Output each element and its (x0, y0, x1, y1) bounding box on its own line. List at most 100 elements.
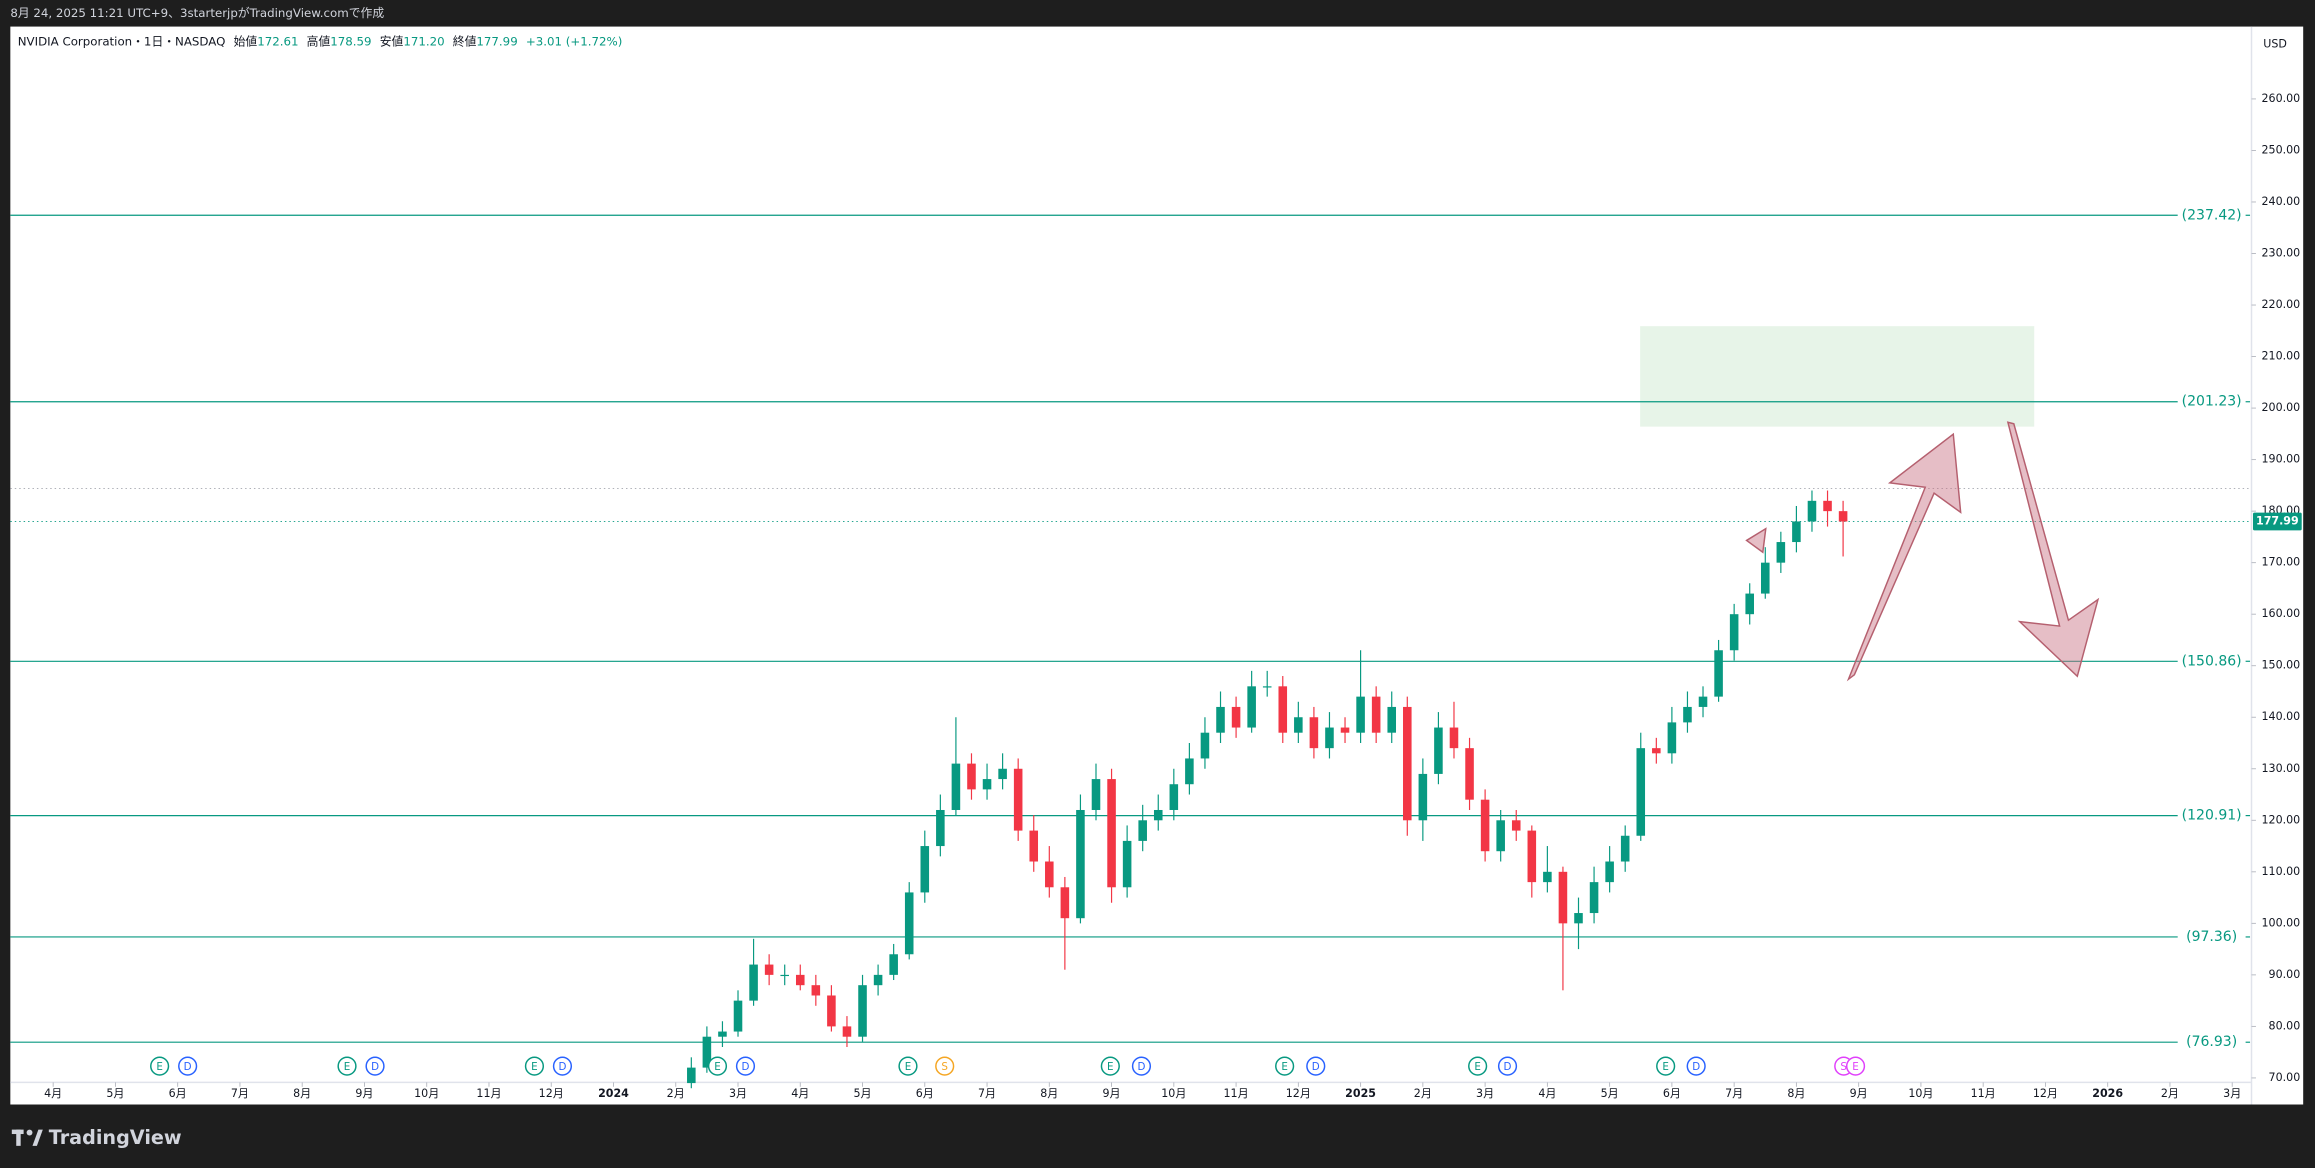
x-tick-label: 12月 (539, 1087, 564, 1100)
event-label: E (1107, 1061, 1114, 1073)
y-tick-label: 120.00 (2262, 813, 2301, 826)
candle-body (1558, 871, 1568, 924)
x-tick-label: 11月 (476, 1087, 501, 1100)
y-tick-label: 90.00 (2269, 968, 2301, 981)
open-label: 始値 (234, 34, 258, 48)
x-tick-label: 7月 (1725, 1087, 1743, 1100)
x-tick-label: 9月 (1850, 1087, 1868, 1100)
x-tick-label: 6月 (916, 1087, 934, 1100)
candle-body (1496, 820, 1505, 852)
y-tick-label: 80.00 (2269, 1019, 2301, 1032)
logo-mark (16, 1129, 21, 1146)
candle-body (1076, 809, 1085, 919)
event-marker (337, 1056, 357, 1076)
event-marker (1656, 1056, 1676, 1076)
event-label: D (371, 1061, 379, 1073)
candle-body (1091, 779, 1101, 810)
branding: TradingView (49, 1126, 182, 1149)
candle-body (1760, 562, 1770, 594)
candle-body (1434, 727, 1443, 774)
candle-body (1449, 727, 1459, 749)
x-tick-label: 9月 (1103, 1087, 1121, 1100)
level-label: (201.23) (2182, 394, 2242, 410)
y-tick-label: 140.00 (2262, 710, 2301, 723)
event-label: E (156, 1061, 163, 1073)
candle-body (733, 1000, 743, 1032)
x-tick-label: 12月 (1286, 1087, 1311, 1100)
y-tick-label: 220.00 (2262, 298, 2301, 311)
last-price-tag (2252, 512, 2302, 531)
event-label: D (1312, 1061, 1320, 1073)
x-tick-label: 6月 (169, 1087, 187, 1100)
candle-body (1340, 727, 1350, 733)
y-tick-label: 200.00 (2262, 401, 2301, 414)
candle-body (1480, 799, 1490, 852)
logo-mark (32, 1129, 43, 1146)
event-label: E (905, 1061, 912, 1073)
candle-body (1605, 861, 1614, 883)
event-label: E (344, 1061, 351, 1073)
event-label: D (1692, 1061, 1700, 1073)
candle-body (1262, 686, 1272, 688)
x-tick-label: 9月 (355, 1087, 373, 1100)
event-label: E (1662, 1061, 1669, 1073)
candle-body (1792, 521, 1801, 543)
event-label: D (1504, 1061, 1512, 1073)
event-label: D (558, 1061, 566, 1073)
x-tick-label: 2月 (2161, 1087, 2179, 1100)
candle-body (1231, 706, 1241, 728)
candle-body (904, 892, 914, 955)
x-tick-label: 3月 (1476, 1087, 1494, 1100)
event-marker (1497, 1056, 1518, 1076)
event-marker (898, 1056, 918, 1076)
candle-body (873, 974, 883, 986)
candle-body (1574, 913, 1583, 924)
candle-body (998, 768, 1007, 780)
candle-body (920, 846, 930, 893)
x-tick-label: 2025 (1345, 1087, 1376, 1100)
candle-body (1807, 500, 1817, 522)
arrow-small (1745, 527, 1767, 554)
candle-body (1169, 784, 1179, 810)
x-tick-label: 10月 (414, 1087, 439, 1100)
candle-body (1294, 717, 1303, 733)
candle-body (1309, 717, 1319, 749)
low-value: 171.20 (403, 34, 444, 48)
candle-body (1667, 722, 1677, 754)
candle-body (936, 809, 945, 847)
candle-body (858, 985, 867, 1037)
candle-body (718, 1031, 727, 1037)
event-label: S (1840, 1061, 1847, 1073)
x-tick-label: 6月 (1663, 1087, 1681, 1100)
candle-body (1200, 732, 1210, 759)
x-tick-label: 10月 (1161, 1087, 1186, 1100)
y-tick-label: 130.00 (2262, 762, 2301, 775)
event-marker (150, 1056, 170, 1076)
y-tick-label: 210.00 (2262, 350, 2301, 363)
candle-body (1138, 820, 1147, 841)
candle-body (1029, 830, 1039, 862)
y-tick-label: 70.00 (2269, 1071, 2301, 1084)
event-marker (178, 1056, 198, 1076)
candle-body (1403, 706, 1412, 821)
y-tick-label: 240.00 (2262, 195, 2301, 208)
x-tick-label: 2月 (667, 1087, 685, 1100)
event-marker (1306, 1056, 1326, 1076)
x-tick-label: 5月 (1601, 1087, 1619, 1100)
low-label: 安値 (380, 34, 404, 48)
event-label: E (714, 1061, 721, 1073)
event-marker (365, 1056, 385, 1076)
y-tick-label: 170.00 (2262, 556, 2301, 569)
event-label: S (941, 1061, 948, 1073)
logo-mark (26, 1129, 33, 1136)
candle-body (1543, 871, 1552, 883)
event-marker (524, 1056, 545, 1076)
event-marker (707, 1056, 728, 1076)
event-marker (1686, 1056, 1706, 1076)
candle-body (1636, 748, 1646, 836)
candle-body (795, 974, 805, 986)
y-tick-label: 150.00 (2262, 659, 2301, 672)
event-label: E (1474, 1061, 1481, 1073)
